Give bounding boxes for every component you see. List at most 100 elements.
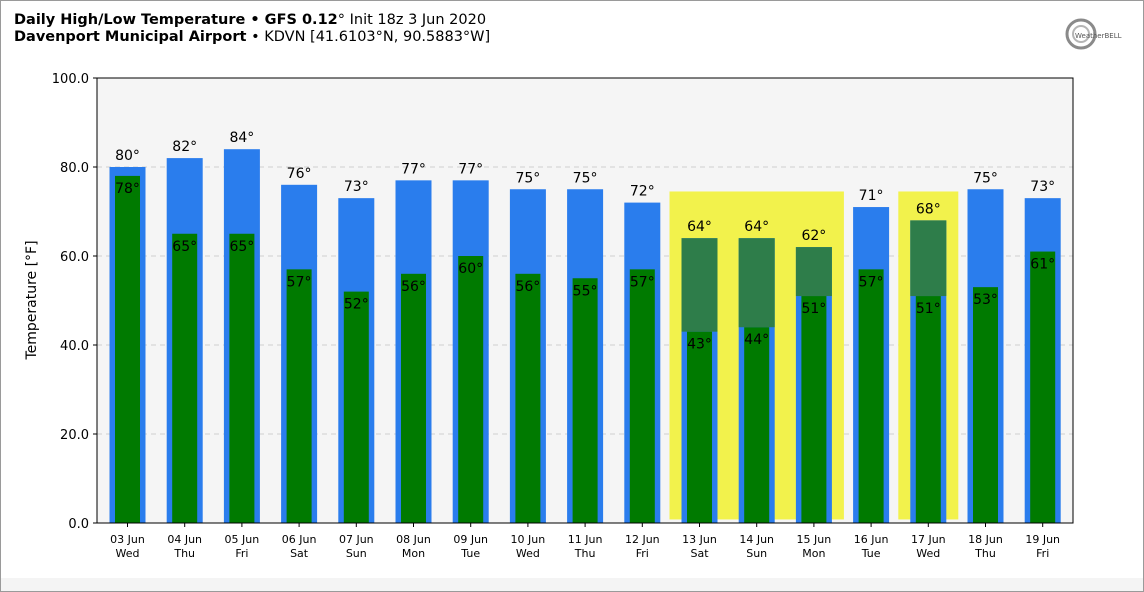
x-tick-label-date: 10 Jun — [511, 533, 546, 546]
low-bar — [801, 296, 827, 523]
bottom-strip — [1, 578, 1143, 591]
high-label: 77° — [401, 161, 426, 177]
x-tick-label-date: 15 Jun — [797, 533, 832, 546]
x-tick-label-date: 05 Jun — [225, 533, 260, 546]
high-label: 62° — [801, 228, 826, 244]
low-label: 65° — [229, 239, 254, 255]
y-axis-label: Temperature [°F] — [24, 240, 40, 360]
x-tick-label-weekday: Thu — [574, 547, 596, 560]
low-label: 53° — [973, 292, 998, 308]
x-tick-label-weekday: Sun — [746, 547, 767, 560]
low-bar — [744, 327, 770, 523]
title-main: Daily High/Low Temperature • GFS 0.12 — [14, 12, 338, 28]
low-bar — [172, 233, 198, 523]
x-tick-label-weekday: Wed — [916, 547, 940, 560]
high-label: 68° — [916, 201, 941, 217]
x-tick-label-date: 16 Jun — [854, 533, 889, 546]
x-tick-label-date: 07 Jun — [339, 533, 374, 546]
high-label: 77° — [458, 161, 483, 177]
high-label: 75° — [973, 170, 998, 186]
low-label: 56° — [515, 279, 540, 295]
x-tick-label-weekday: Sun — [346, 547, 367, 560]
high-label: 71° — [859, 188, 884, 204]
high-label: 75° — [573, 170, 598, 186]
x-tick-label-weekday: Wed — [516, 547, 540, 560]
x-tick-label-date: 12 Jun — [625, 533, 660, 546]
x-tick-label-date: 18 Jun — [968, 533, 1003, 546]
station-coords: • KDVN [41.6103°N, 90.5883°W] — [246, 29, 491, 45]
x-tick-label-date: 04 Jun — [167, 533, 202, 546]
highlight-bar-shade — [795, 247, 832, 297]
low-label: 57° — [630, 274, 655, 290]
low-label: 56° — [401, 279, 426, 295]
high-label: 82° — [172, 139, 197, 155]
y-tick-label: 60.0 — [60, 250, 89, 265]
x-tick-label-weekday: Fri — [636, 547, 649, 560]
x-tick-label-weekday: Tue — [460, 547, 480, 560]
low-bar — [687, 331, 712, 523]
high-label: 80° — [115, 148, 140, 164]
low-bar — [1030, 251, 1056, 524]
low-bar — [572, 278, 598, 523]
high-label: 75° — [515, 170, 540, 186]
y-tick-label: 80.0 — [60, 161, 89, 176]
low-bar — [915, 296, 941, 523]
x-tick-label-date: 11 Jun — [568, 533, 603, 546]
highlight-bar-shade — [738, 238, 775, 328]
x-tick-label-date: 06 Jun — [282, 533, 317, 546]
low-bar — [629, 269, 655, 523]
y-tick-label: 20.0 — [60, 428, 89, 443]
x-tick-label-weekday: Mon — [402, 547, 425, 560]
low-label: 78° — [115, 181, 140, 197]
high-label: 73° — [1030, 179, 1055, 195]
x-tick-label-weekday: Wed — [116, 547, 140, 560]
title-degree: ° — [337, 12, 345, 28]
low-bar — [458, 256, 484, 523]
highlight-bar-shade — [910, 220, 947, 297]
x-tick-label-weekday: Sat — [690, 547, 709, 560]
low-bar — [286, 269, 312, 523]
highlight-bar-shade — [681, 238, 718, 332]
title-line-1: Daily High/Low Temperature • GFS 0.12° I… — [14, 12, 490, 29]
weatherbell-logo-icon: WeatherBELL — [1065, 18, 1122, 50]
low-label: 61° — [1030, 257, 1055, 273]
x-tick-label-weekday: Sat — [290, 547, 309, 560]
x-tick-label-date: 08 Jun — [396, 533, 431, 546]
low-bar — [858, 269, 884, 523]
x-tick-label-date: 09 Jun — [453, 533, 488, 546]
low-label: 65° — [172, 239, 197, 255]
high-label: 64° — [687, 219, 712, 235]
high-label: 64° — [744, 219, 769, 235]
x-tick-label-date: 13 Jun — [682, 533, 717, 546]
x-tick-label-weekday: Tue — [861, 547, 881, 560]
y-tick-label: 100.0 — [52, 72, 89, 87]
low-label: 51° — [801, 301, 826, 317]
y-tick-label: 40.0 — [60, 339, 89, 354]
low-bar — [343, 291, 369, 523]
low-label: 44° — [744, 332, 769, 348]
low-label: 43° — [687, 337, 712, 353]
low-bar — [115, 175, 140, 523]
x-tick-label-date: 19 Jun — [1025, 533, 1060, 546]
chart-title: Daily High/Low Temperature • GFS 0.12° I… — [14, 12, 490, 46]
x-tick-label-weekday: Thu — [974, 547, 996, 560]
logo-text: WeatherBELL — [1075, 32, 1122, 40]
title-line-2: Davenport Municipal Airport • KDVN [41.6… — [14, 29, 490, 46]
low-label: 51° — [916, 301, 941, 317]
high-label: 76° — [287, 166, 312, 182]
low-label: 57° — [287, 274, 312, 290]
x-tick-label-weekday: Mon — [802, 547, 825, 560]
station-name: Davenport Municipal Airport — [14, 29, 247, 45]
x-tick-label-date: 03 Jun — [110, 533, 145, 546]
x-tick-label-weekday: Fri — [1036, 547, 1049, 560]
low-label: 52° — [344, 297, 369, 313]
low-label: 60° — [458, 261, 483, 277]
high-label: 73° — [344, 179, 369, 195]
title-init: Init 18z 3 Jun 2020 — [345, 12, 487, 28]
x-tick-label-weekday: Thu — [173, 547, 195, 560]
high-label: 72° — [630, 184, 655, 200]
x-tick-label-date: 17 Jun — [911, 533, 946, 546]
x-tick-label-date: 14 Jun — [739, 533, 774, 546]
high-label: 84° — [229, 130, 254, 146]
